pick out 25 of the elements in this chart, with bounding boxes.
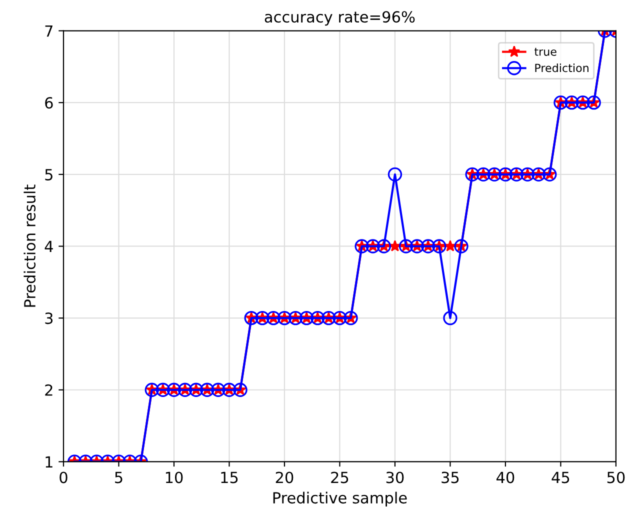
y-tick-label: 5: [45, 169, 52, 180]
y-tick-label: 6: [45, 97, 53, 109]
x-tick-label: 15: [221, 472, 238, 484]
y-tick-label: 7: [45, 25, 52, 37]
y-tick-label: 2: [45, 384, 52, 396]
x-tick-label: 30: [386, 472, 404, 484]
point: [388, 167, 402, 182]
y-axis-title: Prediction result: [24, 184, 36, 307]
x-tick-label: 45: [552, 472, 570, 484]
x-tick-label: 10: [166, 472, 183, 484]
y-tick-label: 1: [46, 456, 52, 468]
y-tick-label: 4: [44, 240, 53, 252]
x-tick-label: 20: [276, 472, 294, 484]
chart-title: accuracy rate=96%: [264, 11, 415, 26]
legend-label: true: [534, 48, 556, 56]
x-tick-label: 35: [442, 472, 459, 484]
point: [443, 310, 458, 326]
x-tick-label: 25: [331, 472, 348, 484]
x-axis-title: Predictive sample: [273, 492, 407, 507]
x-tick-label: 50: [607, 472, 625, 484]
x-tick-label: 40: [496, 472, 514, 484]
y-tick-label: 3: [45, 312, 53, 324]
x-tick-label: 0: [60, 472, 68, 484]
legend-label: Prediction: [535, 64, 588, 72]
x-tick-label: 5: [115, 472, 122, 484]
